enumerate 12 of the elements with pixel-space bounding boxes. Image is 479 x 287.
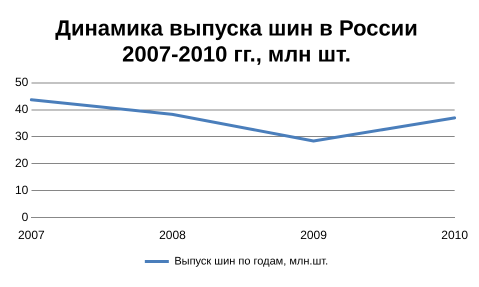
y-tick-label: 20 xyxy=(14,156,29,170)
x-tick-label: 2007 xyxy=(18,228,46,242)
x-tick-label: 2008 xyxy=(159,228,186,242)
y-tick-label: 40 xyxy=(14,102,29,116)
x-tick-label: 2009 xyxy=(300,228,328,242)
y-tick-label: 10 xyxy=(14,182,29,197)
y-tick-label: 50 xyxy=(14,75,29,90)
x-tick-label: 2010 xyxy=(441,228,468,242)
y-tick-label: 30 xyxy=(14,129,29,144)
chart-title: Динамика выпуска шин в России 2007-2010 гг., млн шт. xyxy=(55,15,418,67)
y-tick-label: 0 xyxy=(22,210,29,224)
legend-label: Выпуск шин по годам, млн.шт. xyxy=(174,256,328,268)
